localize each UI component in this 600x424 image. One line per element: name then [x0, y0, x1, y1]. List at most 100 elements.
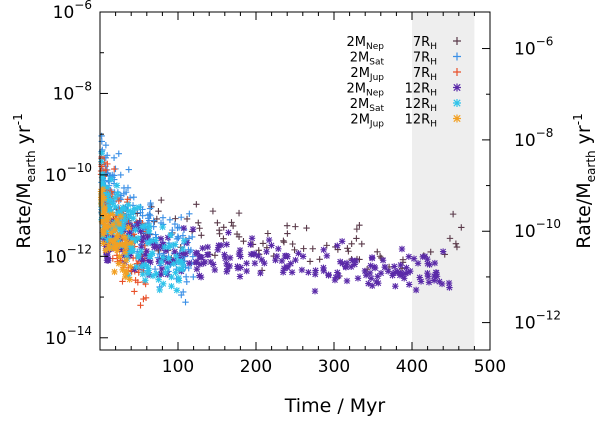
data-point — [299, 253, 307, 260]
data-point — [240, 237, 247, 245]
data-point — [312, 267, 319, 274]
data-point — [122, 234, 129, 241]
data-point — [385, 268, 392, 275]
data-point — [424, 273, 432, 280]
data-point — [125, 207, 132, 215]
data-point — [102, 142, 110, 149]
data-point — [370, 263, 378, 271]
data-point — [325, 272, 332, 279]
data-point — [236, 273, 244, 280]
data-point — [115, 260, 123, 267]
data-point — [303, 224, 310, 232]
data-point — [100, 240, 107, 247]
data-point — [377, 269, 385, 277]
data-point — [306, 258, 314, 265]
data-point — [193, 266, 201, 273]
data-point — [261, 259, 268, 267]
data-point — [368, 255, 376, 262]
data-point — [98, 193, 106, 200]
data-point — [108, 229, 115, 236]
data-point — [300, 245, 307, 252]
data-point — [103, 215, 110, 223]
data-point — [251, 260, 259, 267]
data-point — [353, 235, 360, 242]
y-axis-title-left: Rate/Mearth yr-1 — [11, 113, 38, 248]
data-point — [111, 268, 118, 276]
data-point — [391, 263, 398, 270]
data-point — [155, 207, 162, 215]
data-point — [179, 232, 187, 239]
data-point — [305, 269, 312, 276]
data-point — [183, 215, 191, 223]
data-point — [167, 232, 174, 239]
data-point — [177, 214, 185, 221]
data-point — [120, 190, 128, 197]
data-point — [412, 286, 420, 294]
data-point — [179, 262, 187, 269]
data-point — [137, 228, 144, 235]
data-point — [425, 279, 433, 286]
data-point — [177, 258, 185, 265]
data-point — [130, 194, 137, 201]
data-point — [98, 150, 106, 157]
data-point — [431, 259, 439, 267]
data-point — [405, 253, 413, 260]
data-point — [430, 277, 438, 284]
data-point — [433, 273, 441, 280]
data-point — [182, 273, 190, 280]
data-point — [374, 248, 381, 256]
data-point — [339, 260, 346, 267]
data-point — [115, 220, 123, 228]
data-point — [438, 280, 446, 288]
data-point — [151, 265, 159, 273]
data-point — [342, 264, 350, 271]
data-point — [131, 205, 138, 212]
data-point — [125, 201, 132, 209]
data-point — [133, 263, 140, 271]
data-point — [259, 240, 267, 247]
data-point — [100, 231, 107, 238]
data-point — [151, 218, 158, 225]
data-point — [235, 209, 243, 217]
legend-radius-label: 7RH — [413, 51, 437, 68]
shaded-region — [412, 12, 475, 350]
data-point — [131, 266, 138, 273]
y-left-tick-label: 10−10 — [45, 161, 92, 186]
data-point — [214, 246, 222, 254]
data-point — [141, 261, 148, 269]
data-point — [369, 282, 376, 290]
data-point — [103, 152, 111, 159]
data-point — [99, 211, 106, 218]
data-point — [128, 208, 136, 215]
x-tick-label: 200 — [240, 357, 272, 377]
data-point — [379, 257, 387, 264]
data-point — [158, 258, 165, 266]
data-point — [356, 221, 363, 229]
data-point — [162, 247, 170, 254]
x-tick-label: 500 — [474, 357, 506, 377]
data-point — [134, 210, 141, 217]
data-point — [121, 217, 129, 224]
data-point — [402, 270, 409, 277]
data-point — [347, 263, 355, 270]
data-point — [284, 253, 291, 260]
data-point — [173, 287, 181, 294]
data-point — [258, 256, 265, 263]
data-point — [323, 252, 331, 259]
legend-radius-label: 7RH — [413, 66, 437, 83]
data-point — [199, 245, 206, 252]
data-point — [111, 165, 118, 173]
data-point — [153, 243, 161, 250]
data-point — [334, 269, 341, 276]
data-point — [159, 214, 167, 221]
data-point — [288, 269, 296, 276]
data-point — [298, 266, 306, 274]
data-point — [351, 261, 358, 268]
data-point — [107, 175, 115, 183]
data-point — [140, 233, 147, 241]
data-point — [190, 273, 197, 281]
data-point — [211, 252, 219, 259]
data-point — [168, 273, 175, 281]
data-point — [127, 239, 135, 247]
x-tick-label: 400 — [396, 357, 428, 377]
